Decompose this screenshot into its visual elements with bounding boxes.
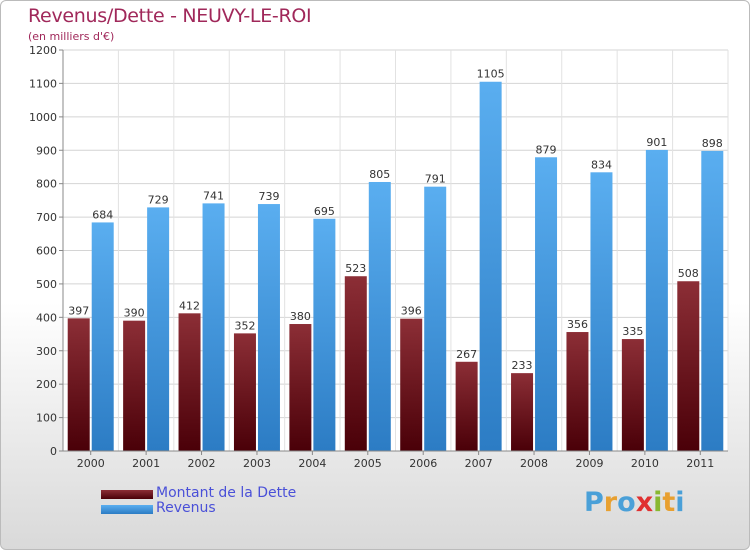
- logo-letter: i: [653, 487, 663, 518]
- y-tick-label: 1100: [29, 77, 57, 90]
- bar-dette: [67, 318, 90, 451]
- y-tick-label: 400: [36, 311, 57, 324]
- y-tick-label: 600: [36, 245, 57, 258]
- data-label-revenus: 739: [258, 190, 279, 203]
- data-label-dette: 267: [456, 348, 477, 361]
- x-tick-label: 2010: [631, 457, 659, 470]
- bar-dette: [123, 320, 146, 451]
- y-tick-label: 200: [36, 378, 57, 391]
- x-tick-label: 2009: [575, 457, 603, 470]
- logo-letter: P: [584, 487, 604, 518]
- bar-revenus: [91, 222, 114, 451]
- data-label-dette: 412: [179, 299, 200, 312]
- x-tick-label: 2011: [686, 457, 714, 470]
- logo-letter: r: [603, 487, 618, 518]
- data-label-revenus: 791: [425, 173, 446, 186]
- data-label-dette: 508: [678, 267, 699, 280]
- data-label-revenus: 1105: [477, 68, 505, 81]
- logo-letter: t: [662, 487, 676, 518]
- data-label-revenus: 805: [369, 168, 390, 181]
- y-tick-label: 300: [36, 345, 57, 358]
- data-label-revenus: 901: [646, 136, 667, 149]
- bar-dette: [344, 276, 367, 451]
- bar-dette: [233, 333, 256, 451]
- bar-revenus: [202, 203, 225, 451]
- bar-revenus: [701, 150, 724, 451]
- y-tick-label: 900: [36, 144, 57, 157]
- legend-label-revenus: Revenus: [156, 500, 216, 516]
- x-tick-label: 2002: [188, 457, 216, 470]
- bar-revenus: [535, 157, 558, 451]
- data-label-revenus: 879: [536, 143, 557, 156]
- x-tick-label: 2006: [409, 457, 437, 470]
- bar-dette: [566, 332, 589, 451]
- data-label-dette: 356: [567, 318, 588, 331]
- y-tick-label: 100: [36, 412, 57, 425]
- y-tick-label: 800: [36, 178, 57, 191]
- bar-dette: [400, 318, 423, 451]
- bar-revenus: [147, 207, 170, 451]
- bar-dette: [511, 373, 534, 451]
- data-label-dette: 396: [401, 305, 422, 318]
- chart-title: Revenus/Dette - NEUVY-LE-ROI: [28, 5, 312, 27]
- y-tick-label: 1000: [29, 111, 57, 124]
- bar-dette: [289, 324, 312, 451]
- logo-letter: x: [635, 487, 654, 518]
- data-label-dette: 397: [68, 304, 89, 317]
- logo-letter: o: [617, 487, 636, 518]
- data-label-dette: 523: [345, 262, 366, 275]
- data-label-revenus: 729: [148, 193, 169, 206]
- bar-revenus: [424, 186, 447, 451]
- data-label-revenus: 898: [702, 137, 723, 150]
- x-tick-label: 2003: [243, 457, 271, 470]
- x-tick-label: 2001: [132, 457, 160, 470]
- data-label-dette: 352: [234, 319, 255, 332]
- bar-dette: [455, 361, 478, 451]
- x-tick-label: 2007: [465, 457, 493, 470]
- legend-label-dette: Montant de la Dette: [156, 485, 297, 501]
- data-label-revenus: 834: [591, 158, 612, 171]
- data-label-dette: 380: [290, 310, 311, 323]
- bar-dette: [677, 281, 700, 451]
- y-tick-label: 1200: [29, 44, 57, 57]
- logo-letter: i: [675, 487, 685, 518]
- data-label-dette: 335: [622, 325, 643, 338]
- bar-revenus: [479, 81, 502, 451]
- y-tick-label: 0: [50, 445, 57, 458]
- x-tick-label: 2005: [354, 457, 382, 470]
- y-tick-label: 700: [36, 211, 57, 224]
- bar-dette: [178, 313, 201, 451]
- proxiti-logo: Proxiti: [584, 487, 685, 518]
- bar-revenus: [313, 218, 336, 451]
- bar-revenus: [257, 204, 280, 451]
- bar-revenus: [645, 149, 668, 451]
- bar-revenus: [368, 181, 391, 451]
- bar-dette: [621, 339, 644, 451]
- legend-swatch-revenus: [101, 505, 153, 514]
- x-tick-label: 2000: [77, 457, 105, 470]
- data-label-dette: 390: [124, 307, 145, 320]
- bar-revenus: [590, 172, 613, 451]
- x-tick-label: 2008: [520, 457, 548, 470]
- data-label-revenus: 684: [92, 208, 113, 221]
- y-tick-label: 500: [36, 278, 57, 291]
- data-label-revenus: 741: [203, 189, 224, 202]
- x-tick-label: 2004: [298, 457, 326, 470]
- legend-swatch-dette: [101, 490, 153, 499]
- chart-subtitle: (en milliers d'€): [28, 30, 115, 43]
- data-label-dette: 233: [512, 359, 533, 372]
- data-label-revenus: 695: [314, 205, 335, 218]
